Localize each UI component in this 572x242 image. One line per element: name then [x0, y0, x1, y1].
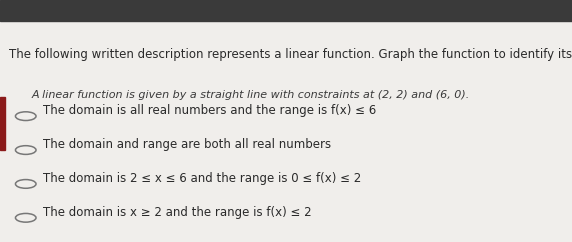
Text: The domain is all real numbers and the range is f(x) ≤ 6: The domain is all real numbers and the r…: [43, 104, 376, 117]
Text: A linear function is given by a straight line with constraints at (2, 2) and (6,: A linear function is given by a straight…: [31, 90, 470, 99]
Bar: [0, 97, 5, 150]
Text: The following written description represents a linear function. Graph the functi: The following written description repres…: [9, 48, 572, 61]
Text: The domain is x ≥ 2 and the range is f(x) ≤ 2: The domain is x ≥ 2 and the range is f(x…: [43, 206, 312, 219]
Text: The domain and range are both all real numbers: The domain and range are both all real n…: [43, 138, 331, 151]
Text: The domain is 2 ≤ x ≤ 6 and the range is 0 ≤ f(x) ≤ 2: The domain is 2 ≤ x ≤ 6 and the range is…: [43, 172, 361, 185]
Bar: [0, 0, 572, 21]
